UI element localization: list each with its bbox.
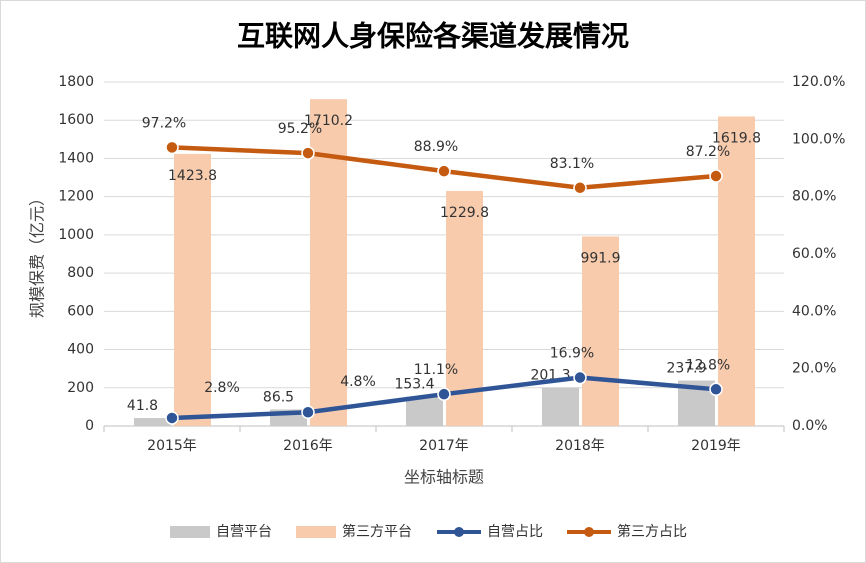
data-label: 86.5 [263,389,294,405]
y2-tick-label: 100.0% [792,131,845,147]
data-label: 1619.8 [712,130,761,146]
line-marker [301,146,315,160]
data-label: 97.2% [142,115,186,131]
legend-label: 自营占比 [487,524,543,540]
data-label: 4.8% [340,374,376,390]
y2-tick-label: 40.0% [792,303,836,319]
line-marker [709,169,723,183]
data-label: 237.9 [666,361,706,377]
bar [446,190,483,426]
line-marker [573,370,587,385]
legend-swatch [170,526,210,538]
y2-tick-label: 0.0% [792,418,828,434]
legend-label: 第三方占比 [617,523,687,540]
y-tick-label: 800 [67,265,94,281]
legend-label: 自营平台 [216,524,272,540]
data-label: 87.2% [686,144,730,160]
x-tick-label: 2016年 [283,438,333,454]
bar [718,116,755,426]
chart-title: 互联网人身保险各渠道发展情况 [237,20,629,53]
bar [406,396,443,426]
bar [582,236,619,426]
data-label: 12.8% [686,357,730,373]
x-tick-label: 2017年 [419,438,469,454]
line-marker [573,181,587,195]
x-tick-label: 2018年 [555,438,605,454]
x-axis-title: 坐标轴标题 [404,468,484,487]
y2-tick-label: 60.0% [792,246,836,262]
data-label: 83.1% [550,156,594,172]
bar [134,418,171,426]
y2-tick-label: 120.0% [792,74,845,90]
data-label: 991.9 [580,250,620,266]
legend-label: 第三方平台 [342,523,412,540]
data-label: 41.8 [127,398,158,414]
legend-swatch [454,527,464,537]
y-tick-label: 600 [67,303,94,319]
y-tick-label: 400 [67,342,94,358]
data-label: 2.8% [204,380,240,396]
legend-swatch [296,526,336,538]
bar [174,153,211,426]
y-tick-label: 200 [67,380,94,396]
data-label: 11.1% [414,362,458,378]
y-axis-title: 规模保费（亿元） [28,190,47,318]
y-tick-label: 1000 [58,227,94,243]
y-tick-label: 1200 [58,189,94,205]
line-marker [709,382,723,397]
y-tick-label: 1800 [58,74,94,90]
data-label: 16.9% [550,346,594,362]
data-label: 1710.2 [304,113,353,129]
y-tick-label: 1400 [58,150,94,166]
data-label: 88.9% [414,139,458,155]
y2-tick-label: 20.0% [792,361,836,377]
legend-swatch [584,527,594,537]
line-marker [301,405,315,419]
x-tick-label: 2015年 [147,438,197,454]
data-label: 1423.8 [168,168,217,184]
line-marker [165,140,179,155]
x-tick-label: 2019年 [691,438,741,454]
data-label: 1229.8 [440,205,489,221]
y2-tick-label: 80.0% [792,189,836,205]
line-marker [437,387,451,401]
y-tick-label: 1600 [58,112,94,128]
line-marker [165,411,179,425]
data-label: 153.4 [394,377,434,393]
bar [542,387,579,426]
y-tick-label: 0 [85,418,94,434]
line-marker [437,164,451,178]
data-label: 95.2% [278,121,322,137]
